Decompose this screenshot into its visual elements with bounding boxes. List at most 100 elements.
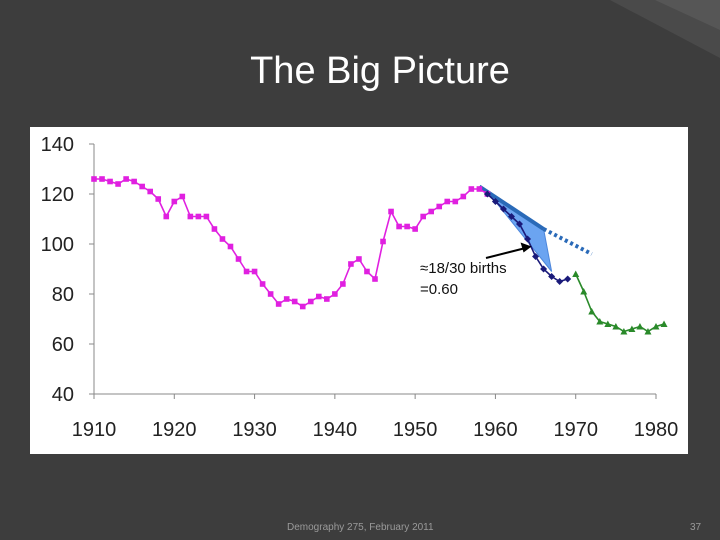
data-point	[452, 198, 459, 205]
data-point	[171, 198, 178, 205]
data-point	[540, 265, 548, 273]
data-point	[660, 320, 668, 327]
data-point	[483, 190, 491, 198]
data-point	[307, 298, 314, 305]
data-point	[195, 213, 202, 220]
series-1	[483, 190, 572, 285]
data-point	[275, 301, 282, 307]
data-point	[203, 213, 210, 220]
y-tick-label: 60	[52, 334, 74, 356]
trend-dotted-line	[542, 227, 593, 256]
data-point	[131, 178, 137, 185]
y-tick-label: 120	[41, 184, 74, 206]
data-point	[324, 296, 330, 302]
data-point	[436, 203, 443, 210]
decorative-triangle-top-right	[610, 0, 720, 58]
x-tick-label: 1910	[72, 419, 117, 441]
data-point	[388, 208, 394, 215]
data-point	[644, 328, 652, 335]
data-point	[572, 270, 580, 277]
annotation-arrow-head	[520, 242, 532, 253]
data-point	[267, 291, 274, 297]
data-point	[219, 236, 226, 242]
page-number: 37	[690, 522, 702, 533]
data-point	[115, 181, 121, 187]
data-point	[652, 323, 660, 330]
data-point	[628, 325, 636, 332]
y-tick-label: 140	[41, 134, 74, 156]
series-0	[91, 176, 491, 310]
data-point	[604, 320, 612, 327]
data-point	[123, 176, 129, 182]
data-point	[99, 176, 105, 182]
annotation-text-line-2: =0.60	[420, 281, 458, 298]
data-point	[468, 186, 475, 192]
x-tick-label: 1960	[473, 419, 518, 441]
data-point	[412, 226, 418, 232]
x-tick-label: 1970	[553, 419, 598, 441]
series-line	[574, 273, 665, 333]
x-tick-label: 1950	[393, 419, 438, 441]
data-point	[332, 291, 338, 297]
data-point	[155, 196, 162, 202]
data-point	[620, 328, 628, 335]
data-point	[251, 268, 258, 275]
data-point	[507, 213, 515, 220]
annotation-text-line-1: ≈18/30 births	[420, 260, 507, 277]
data-point	[428, 208, 434, 215]
x-tick-label: 1920	[152, 419, 197, 441]
data-point	[476, 186, 483, 192]
data-point	[612, 323, 620, 330]
chart-annotation: ≈18/30 births =0.60	[420, 242, 532, 298]
data-point	[364, 268, 370, 275]
data-point	[372, 276, 378, 282]
data-point	[283, 296, 290, 302]
data-point	[460, 193, 467, 200]
data-point	[243, 268, 250, 275]
y-tick-label: 40	[52, 384, 74, 406]
data-point	[187, 213, 194, 220]
chart-axes: 140 120 100 80 60 40 1910 1920 1930 1940 1950 1960 1…	[41, 134, 679, 441]
data-point	[491, 198, 499, 205]
data-point	[340, 281, 346, 287]
chart-panel: 140 120 100 80 60 40 1910 1920 1930 1940 1950 1960 1…	[30, 127, 688, 454]
data-point	[107, 178, 113, 185]
data-point	[564, 275, 572, 283]
data-point	[163, 213, 170, 220]
data-point	[211, 226, 218, 232]
series-2	[572, 270, 668, 335]
data-point	[227, 243, 234, 250]
data-point	[580, 288, 588, 295]
y-tick-label: 100	[41, 234, 74, 256]
data-point	[404, 223, 410, 230]
data-point	[380, 238, 386, 245]
data-point	[356, 256, 362, 262]
data-point	[147, 188, 153, 195]
data-point	[91, 176, 97, 182]
data-point	[420, 213, 426, 220]
data-point	[532, 253, 540, 260]
data-point	[588, 308, 596, 315]
data-point	[596, 318, 604, 325]
x-tick-label: 1980	[634, 419, 679, 441]
data-point	[259, 281, 266, 287]
data-point	[444, 198, 451, 205]
data-point	[348, 261, 354, 267]
x-tick-label: 1940	[313, 419, 358, 441]
data-point	[235, 256, 242, 262]
data-point	[499, 205, 507, 213]
data-point	[396, 223, 402, 230]
data-point	[556, 278, 564, 285]
data-point	[636, 323, 644, 330]
annotation-arrow-shaft	[485, 246, 528, 259]
data-point	[548, 273, 556, 280]
data-point	[316, 293, 322, 300]
data-point	[524, 235, 532, 243]
slide-title: The Big Picture	[250, 50, 510, 92]
chart-series	[91, 176, 668, 335]
data-point	[291, 298, 298, 305]
footer-caption: Demography 275, February 2011	[287, 522, 434, 533]
data-point	[516, 220, 524, 228]
data-point	[139, 183, 145, 190]
chart-svg: 140 120 100 80 60 40 1910 1920 1930 1940 1950 1960 1…	[41, 134, 679, 441]
